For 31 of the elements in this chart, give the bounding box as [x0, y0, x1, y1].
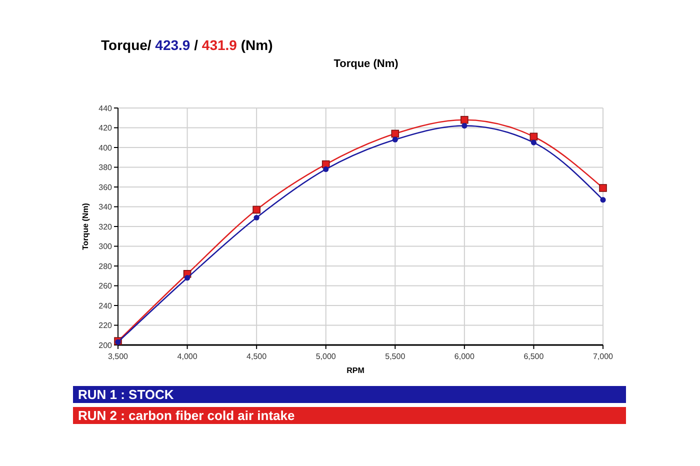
- y-tick-label: 220: [98, 321, 113, 330]
- x-tick-label: 4,500: [246, 352, 268, 361]
- text: /: [190, 37, 198, 53]
- x-tick-label: 5,000: [316, 352, 336, 361]
- x-tick-label: 4,000: [177, 352, 198, 361]
- x-tick-label: 7,000: [592, 352, 614, 361]
- y-tick-label: 380: [98, 163, 113, 172]
- y-tick-label: 200: [98, 340, 113, 350]
- text: (Nm): [236, 37, 273, 53]
- y-tick-label: 400: [98, 143, 113, 152]
- chart-title: Torque (Nm): [334, 58, 399, 70]
- y-tick-label: 260: [98, 282, 113, 291]
- text: Torque/: [101, 37, 152, 53]
- y-tick-label: 280: [98, 262, 113, 271]
- y-tick-label: 320: [98, 222, 113, 232]
- y-tick-label: 240: [98, 301, 113, 310]
- text: 431.9: [198, 37, 238, 53]
- text: RUN 2 : carbon fiber cold air intake: [78, 408, 295, 423]
- x-axis-title: RPM: [346, 366, 365, 375]
- x-tick-label: 6,500: [524, 352, 544, 361]
- y-tick-label: 440: [98, 104, 113, 113]
- text: RUN 1 : STOCK: [78, 387, 174, 402]
- y-tick-label: 300: [98, 242, 113, 252]
- x-tick-label: 5,500: [385, 352, 406, 361]
- y-tick-label: 420: [98, 124, 113, 133]
- x-tick-label: 6,000: [454, 352, 475, 361]
- y-tick-label: 340: [98, 202, 113, 212]
- y-tick-label: 360: [98, 182, 113, 192]
- text: 423.9: [151, 37, 190, 53]
- x-tick-label: 3,500: [108, 352, 129, 361]
- y-axis-title: Torque (Nm): [81, 202, 90, 250]
